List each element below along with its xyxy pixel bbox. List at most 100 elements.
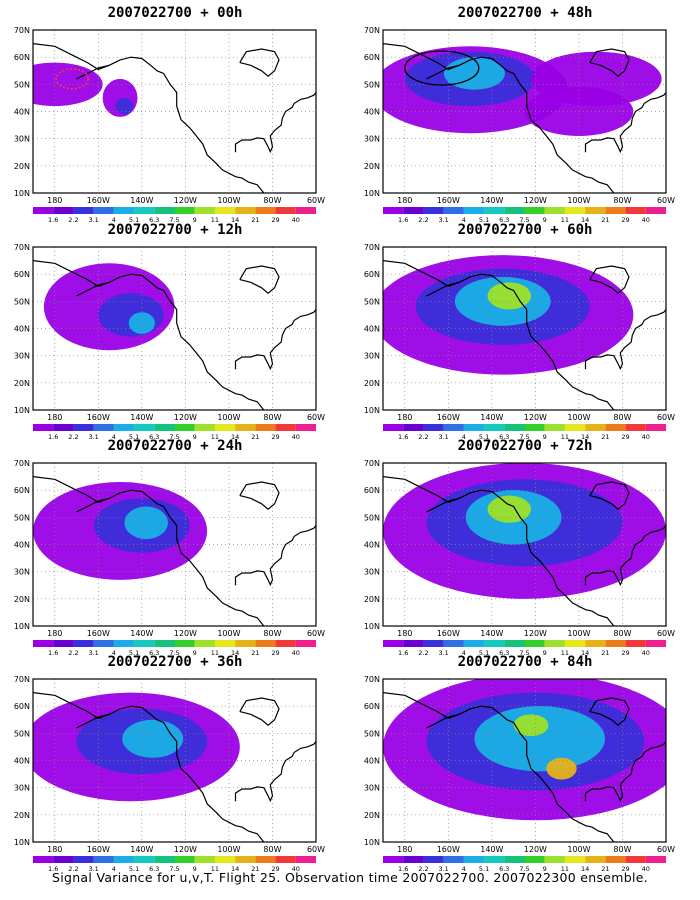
- colorbar-swatch: [544, 207, 565, 214]
- colorbar-swatch: [605, 207, 626, 214]
- colorbar-label: 21: [601, 433, 609, 441]
- colorbar-swatch: [605, 856, 626, 863]
- coastlines: [33, 43, 316, 193]
- colorbar-swatch: [484, 424, 505, 431]
- variance-contour: [487, 495, 532, 523]
- lon-tick-label: 140W: [130, 196, 153, 205]
- map-frame: [382, 29, 667, 194]
- lat-tick-label: 60N: [14, 270, 30, 279]
- colorbar-swatch: [403, 424, 424, 431]
- colorbar-swatch: [53, 207, 74, 214]
- colorbar-label: 3.1: [88, 216, 98, 224]
- colorbar-label: 3.1: [88, 865, 98, 873]
- lat-tick-label: 50N: [14, 297, 30, 306]
- colorbar-swatch: [645, 640, 666, 647]
- colorbar-swatch: [383, 856, 404, 863]
- colorbar-label: 14: [231, 216, 239, 224]
- colorbar-swatch: [423, 640, 444, 647]
- panel-title: 2007022700 + 24h: [107, 438, 243, 454]
- colorbar-swatch: [295, 424, 316, 431]
- lon-tick-label: 140W: [480, 629, 503, 638]
- colorbar-label: 5.1: [479, 649, 489, 657]
- colorbar-swatch: [275, 207, 296, 214]
- map-panel-00h: 2007022700 + 00h 70N 60N 50N 40N 30N 20N 10N 180…: [5, 5, 345, 224]
- colorbar-swatch: [645, 856, 666, 863]
- lon-tick-label: 60W: [307, 629, 325, 638]
- colorbar-swatch: [443, 856, 464, 863]
- lat-tick-label: 50N: [14, 729, 30, 738]
- map-panel-72h: 2007022700 + 72h 70N 60N 50N 40N 30N 20N 10N 180…: [355, 438, 695, 657]
- colorbar-swatch: [113, 856, 135, 863]
- lon-tick-label: 80W: [263, 845, 281, 854]
- colorbar-swatch: [93, 207, 114, 214]
- lat-tick-label: 30N: [364, 135, 380, 144]
- colorbar-swatch: [605, 640, 626, 647]
- colorbar-label: 2.2: [418, 865, 428, 873]
- colorbar-swatch: [113, 207, 135, 214]
- colorbar-swatch: [235, 640, 256, 647]
- lon-tick-label: 140W: [480, 413, 503, 422]
- colorbar-swatch: [423, 856, 444, 863]
- colorbar-swatch: [544, 856, 565, 863]
- colorbar-swatch: [93, 856, 114, 863]
- colorbar-swatch: [73, 640, 94, 647]
- lon-tick-label: 180: [47, 413, 62, 422]
- lat-tick-label: 10N: [14, 406, 30, 415]
- lon-tick-label: 160W: [437, 413, 460, 422]
- lon-tick-label: 140W: [480, 845, 503, 854]
- lon-tick-label: 100W: [567, 629, 590, 638]
- lat-tick-label: 40N: [364, 757, 380, 766]
- colorbar-label: 14: [231, 433, 239, 441]
- colorbar-label: 11: [561, 865, 569, 873]
- colorbar-label: 4: [462, 433, 466, 441]
- colorbar-label: 29: [621, 649, 629, 657]
- gridlines: [33, 30, 316, 193]
- lon-tick-label: 100W: [217, 629, 240, 638]
- colorbar-swatch: [255, 856, 276, 863]
- colorbar-label: 5.1: [129, 433, 139, 441]
- colorbar-swatch: [295, 856, 316, 863]
- colorbar-label: 6.3: [149, 649, 159, 657]
- colorbar-label: 7.5: [519, 433, 529, 441]
- colorbar-swatch: [585, 424, 606, 431]
- colorbar-label: 4: [112, 216, 116, 224]
- colorbar-swatch: [255, 207, 276, 214]
- colorbar-label: 40: [642, 433, 650, 441]
- colorbar-label: 3.1: [438, 649, 448, 657]
- colorbar-label: 6.3: [149, 433, 159, 441]
- colorbar-label: 1.6: [398, 865, 408, 873]
- colorbar-swatch: [443, 207, 464, 214]
- colorbar-swatch: [154, 424, 175, 431]
- lat-tick-label: 60N: [364, 53, 380, 62]
- variance-field: [33, 692, 240, 802]
- colorbar-label: 21: [251, 649, 259, 657]
- colorbar-swatch: [504, 856, 525, 863]
- colorbar-label: 9: [193, 649, 197, 657]
- colorbar-label: 29: [621, 865, 629, 873]
- variance-field: [33, 62, 138, 117]
- colorbar-swatch: [463, 424, 485, 431]
- colorbar-label: 1.6: [48, 433, 58, 441]
- lat-tick-label: 60N: [364, 702, 380, 711]
- lat-tick-label: 50N: [364, 80, 380, 89]
- colorbar-label: 3.1: [438, 865, 448, 873]
- colorbar-label: 11: [211, 865, 219, 873]
- colorbar-swatch: [53, 424, 74, 431]
- lon-tick-label: 100W: [217, 196, 240, 205]
- lat-tick-label: 60N: [364, 486, 380, 495]
- map-plot: 70N 60N 50N 40N 30N 20N 10N 180 160W 140W 120W 100W…: [364, 459, 675, 657]
- variance-contour: [115, 97, 134, 115]
- colorbar-label: 11: [561, 649, 569, 657]
- lat-tick-label: 20N: [364, 595, 380, 604]
- colorbar-label: 1.6: [398, 216, 408, 224]
- colorbar-swatch: [383, 640, 404, 647]
- colorbar-label: 29: [621, 433, 629, 441]
- map-plot: 70N 60N 50N 40N 30N 20N 10N 180 160W 140W 120W 100W…: [14, 26, 325, 224]
- lat-tick-label: 30N: [14, 135, 30, 144]
- colorbar-label: 21: [251, 433, 259, 441]
- map-plot: 70N 60N 50N 40N 30N 20N 10N 180 160W 140W 120W 100W…: [364, 243, 675, 441]
- colorbar-swatch: [443, 424, 464, 431]
- colorbar-label: 4: [462, 865, 466, 873]
- lat-tick-label: 20N: [364, 162, 380, 171]
- lon-tick-label: 160W: [87, 413, 110, 422]
